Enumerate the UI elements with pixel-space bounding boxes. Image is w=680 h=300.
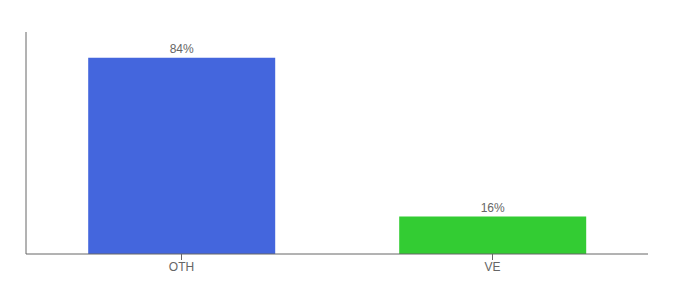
- svg-text:16%: 16%: [481, 201, 505, 215]
- svg-text:VE: VE: [484, 260, 500, 274]
- svg-text:OTH: OTH: [169, 260, 194, 274]
- svg-text:84%: 84%: [170, 42, 194, 56]
